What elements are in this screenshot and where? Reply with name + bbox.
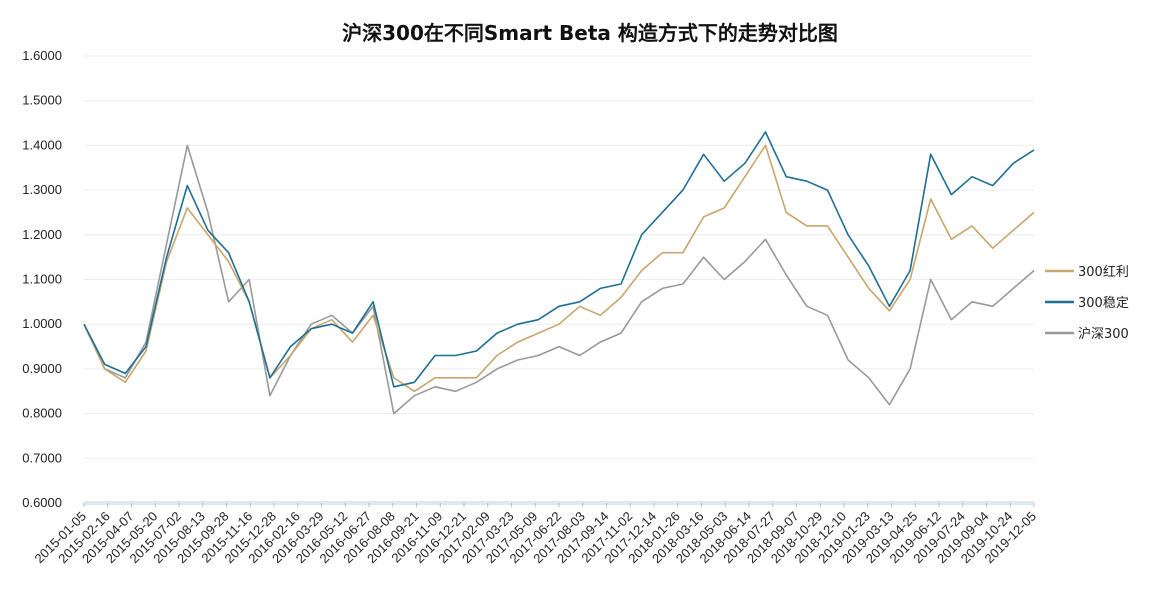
series-line (83, 144, 1035, 393)
y-tick-label: 1.2000 (22, 227, 62, 242)
y-tick-label: 1.5000 (22, 93, 62, 108)
gridlines (83, 55, 1035, 507)
series-line (83, 131, 1035, 388)
y-tick-label: 1.4000 (22, 137, 62, 152)
y-tick-label: 0.9000 (22, 361, 62, 376)
y-axis-labels: 0.6000 0.7000 0.8000 0.9000 1.0000 1.1000 1.20… (22, 48, 62, 510)
y-tick-label: 1.6000 (22, 48, 62, 63)
y-tick-label: 0.7000 (22, 450, 62, 465)
series-lines (83, 131, 1035, 415)
y-tick-label: 1.0000 (22, 316, 62, 331)
legend-label: 沪深300 (1078, 326, 1129, 342)
y-tick-label: 1.1000 (22, 272, 62, 287)
chart-title: 沪深300在不同Smart Beta 构造方式下的走势对比图 (342, 21, 838, 45)
legend-label: 300稳定 (1078, 295, 1129, 311)
y-tick-label: 0.6000 (22, 495, 62, 510)
y-tick-label: 0.8000 (22, 406, 62, 421)
legend-label: 300红利 (1078, 264, 1129, 280)
x-axis-labels: 2015-01-052015-02-162015-04-072015-05-20… (31, 509, 1039, 567)
y-tick-label: 1.3000 (22, 182, 62, 197)
